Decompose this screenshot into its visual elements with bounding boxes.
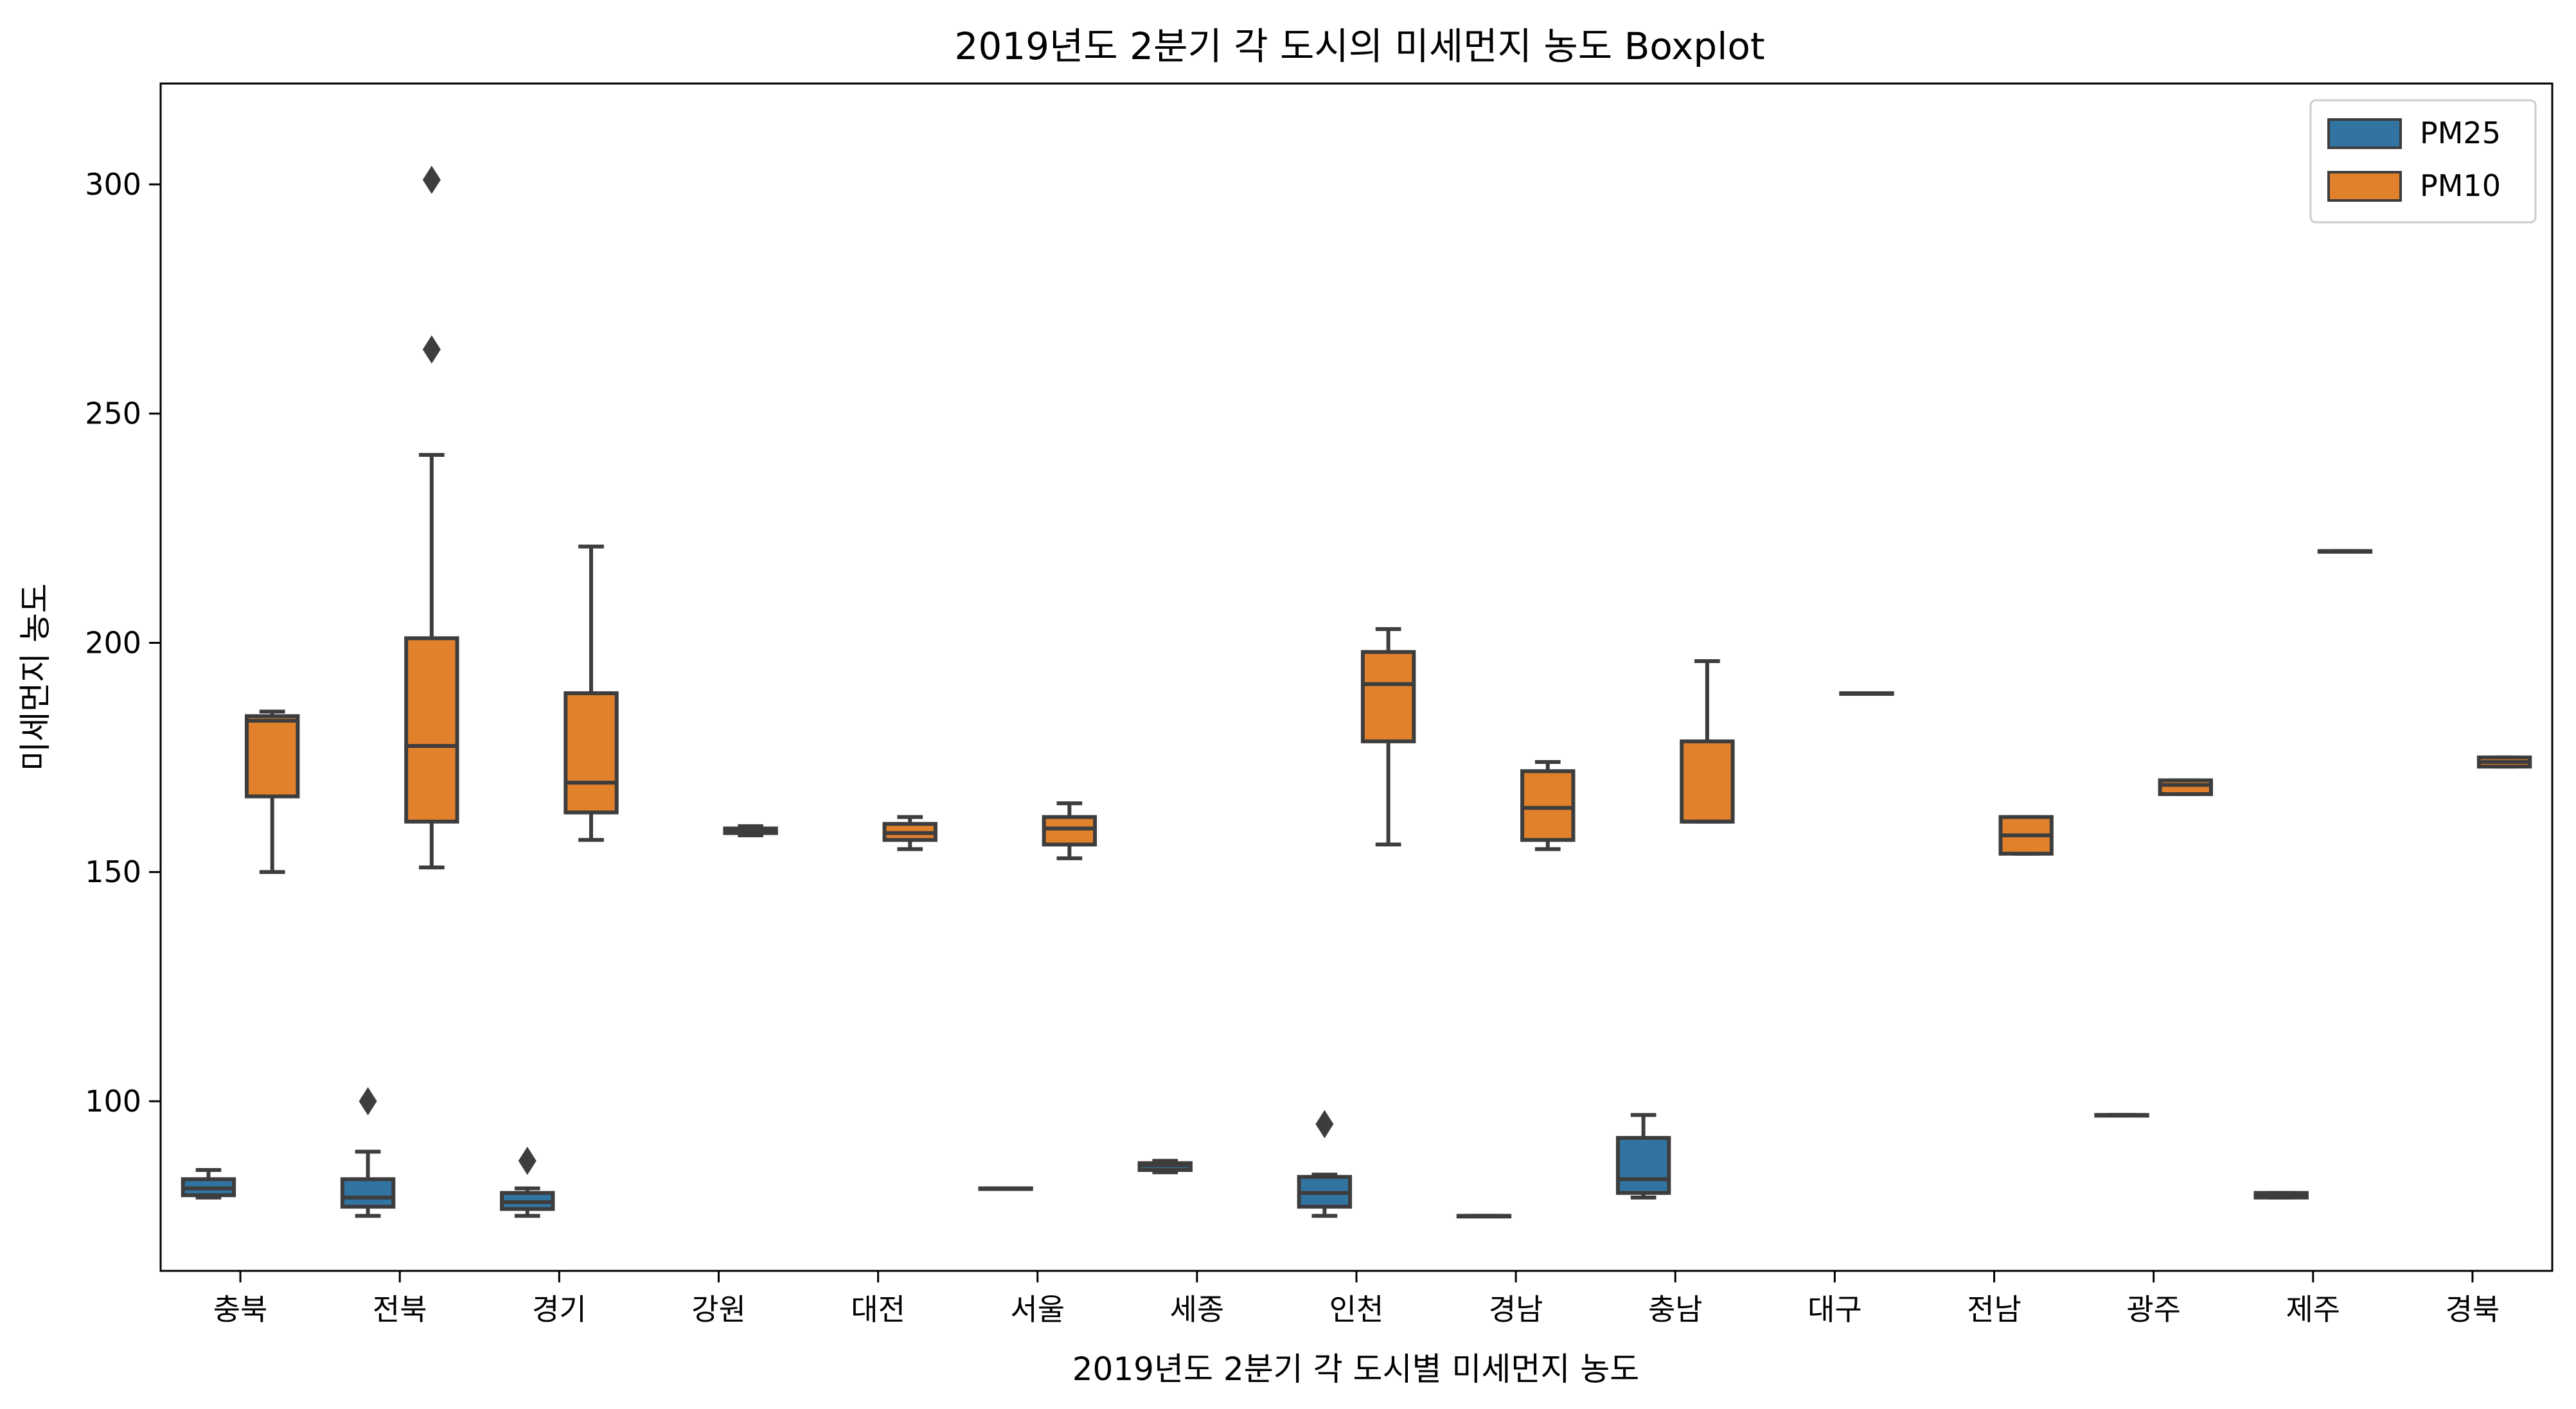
box-pm10-4 — [882, 815, 937, 851]
y-axis: 100 150 200 250 300 — [85, 167, 161, 1119]
box-pm25-2 — [500, 1146, 555, 1218]
box-iqr — [2158, 778, 2213, 796]
outlier-point — [359, 1087, 377, 1115]
box-iqr — [1520, 769, 1576, 842]
box-pm10-7 — [1360, 627, 1416, 847]
x-tick-label: 광주 — [2126, 1292, 2181, 1327]
legend-swatch — [2327, 118, 2402, 149]
box-pm10-0 — [244, 709, 300, 874]
box-pm25-0 — [181, 1168, 236, 1200]
y-tick-label: 200 — [85, 625, 141, 660]
x-tick-label: 충북 — [213, 1292, 268, 1327]
box-pm25-6 — [1137, 1158, 1193, 1174]
box-iqr — [340, 1177, 396, 1209]
legend-label: PM25 — [2420, 116, 2501, 150]
box-pm10-8 — [1520, 760, 1576, 851]
x-tick-label: 충남 — [1648, 1292, 1703, 1327]
legend: PM25 PM10 — [2309, 99, 2537, 224]
y-tick-label: 100 — [85, 1084, 141, 1119]
box-iqr — [244, 714, 300, 799]
box-pm10-2 — [564, 544, 619, 842]
x-axis-label: 2019년도 2분기 각 도시별 미세먼지 농도 — [1072, 1351, 1640, 1388]
outlier-point — [422, 335, 441, 364]
x-tick-label: 제주 — [2286, 1292, 2340, 1327]
x-tick-label: 대구 — [1808, 1292, 1862, 1327]
box-pm10-13 — [2317, 549, 2373, 554]
x-tick-label: 경남 — [1489, 1292, 1543, 1327]
box-iqr — [404, 636, 459, 824]
x-tick-label: 인천 — [1329, 1292, 1384, 1327]
box-pm10-9 — [1680, 659, 1735, 824]
outlier-point — [1315, 1110, 1334, 1139]
outlier-point — [422, 165, 441, 194]
x-tick-label: 서울 — [1010, 1292, 1065, 1327]
x-tick-label: 전남 — [1967, 1292, 2021, 1327]
box-iqr — [1615, 1136, 1671, 1195]
box-iqr — [1680, 739, 1735, 824]
box-pm10-10 — [1839, 691, 1894, 696]
legend-item-pm25: PM25 — [2327, 116, 2501, 150]
plot-frame — [159, 82, 2554, 1272]
y-tick-label: 150 — [85, 855, 141, 889]
box-iqr — [1042, 815, 1097, 847]
box-pm10-3 — [723, 824, 778, 838]
x-tick-label: 세종 — [1170, 1292, 1225, 1327]
x-tick-label: 경기 — [532, 1292, 587, 1327]
x-tick-label: 강원 — [691, 1292, 746, 1327]
x-tick-label: 전북 — [373, 1292, 427, 1327]
box-pm25-1 — [340, 1087, 396, 1218]
box-pm10-1 — [404, 165, 459, 870]
box-iqr — [564, 691, 619, 815]
box-pm25-13 — [2253, 1191, 2309, 1200]
y-tick-label: 250 — [85, 396, 141, 431]
y-axis-label: 미세먼지 농도 — [17, 583, 54, 771]
box-pm10-5 — [1042, 801, 1097, 860]
outlier-point — [518, 1146, 537, 1175]
chart-title: 2019년도 2분기 각 도시의 미세먼지 농도 Boxplot — [954, 24, 1764, 68]
x-tick-label: 대전 — [851, 1292, 905, 1327]
legend-item-pm10: PM10 — [2327, 168, 2501, 203]
y-tick-label: 300 — [85, 167, 141, 202]
box-pm25-7 — [1297, 1110, 1353, 1218]
x-tick-label: 경북 — [2446, 1292, 2500, 1327]
box-pm10-11 — [1998, 815, 2054, 856]
plot-area — [181, 165, 2532, 1219]
legend-label: PM10 — [2420, 168, 2501, 203]
x-axis: 충북 전북 경기 강원 대전 서울 세종 인천 경남 충남 대구 전남 광주 제주 경북 — [213, 1271, 2500, 1327]
legend-swatch — [2327, 171, 2402, 202]
box-pm25-9 — [1615, 1113, 1671, 1200]
box-iqr — [1360, 650, 1416, 743]
box-pm10-12 — [2158, 778, 2213, 796]
box-pm10-14 — [2476, 755, 2532, 769]
